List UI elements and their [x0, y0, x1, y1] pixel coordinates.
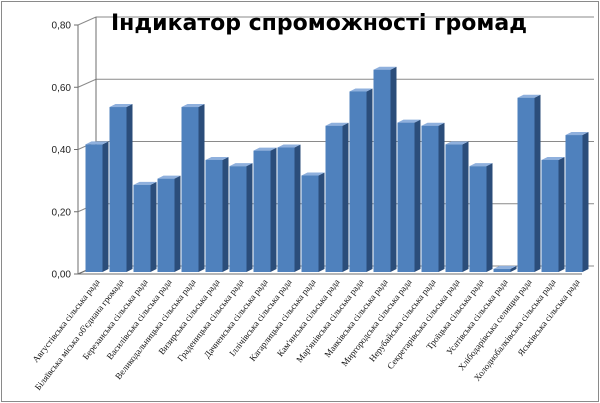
bar-top	[301, 172, 325, 176]
bar	[493, 265, 517, 272]
bar-side	[582, 132, 589, 272]
bar-front	[157, 178, 175, 272]
bar-side	[342, 122, 349, 273]
bar-side	[390, 66, 397, 272]
bar-front	[253, 150, 271, 272]
bar-top	[325, 122, 349, 126]
bar	[253, 147, 277, 272]
y-tick-label: 0,60	[52, 83, 72, 94]
bar-top	[181, 104, 205, 108]
chart-title: Індикатор спроможності громад	[111, 11, 527, 36]
y-tick-label: 0,40	[52, 145, 72, 156]
bar	[445, 141, 469, 272]
bar-front	[301, 175, 319, 272]
bar-top	[493, 265, 517, 269]
bar-top	[157, 175, 181, 179]
bar	[205, 156, 229, 272]
bar-side	[366, 88, 373, 272]
bar-side	[558, 156, 565, 272]
bar-side	[150, 181, 157, 272]
bar	[277, 144, 301, 272]
bar-front	[421, 125, 439, 273]
bar-front	[325, 125, 343, 273]
y-axis-ticks: 0,00 0,20 0,40 0,60 0,80	[52, 21, 78, 281]
bar	[301, 172, 325, 272]
bar	[541, 156, 565, 272]
bar	[109, 104, 133, 272]
bar-side	[102, 141, 109, 272]
bar-top	[373, 66, 397, 70]
bar-top	[85, 141, 109, 145]
bar	[421, 122, 445, 273]
bar-top	[229, 163, 253, 167]
bar-side	[486, 163, 493, 272]
bar-top	[541, 156, 565, 160]
bar-top	[421, 122, 445, 126]
bar-front	[205, 159, 223, 272]
gridline-diagonal	[77, 16, 97, 26]
bar-front	[373, 69, 391, 272]
bar-side	[126, 104, 133, 272]
bar	[157, 175, 181, 272]
bar-top	[349, 88, 373, 92]
bar-front	[565, 135, 583, 272]
bar	[181, 104, 205, 272]
bar-front	[181, 107, 199, 272]
bar-top	[445, 141, 469, 145]
bar-front	[517, 97, 535, 272]
gridline-diagonal	[77, 78, 97, 88]
bar-side	[222, 156, 229, 272]
bar	[373, 66, 397, 272]
y-tick-label: 0,00	[52, 270, 72, 281]
bar	[565, 132, 589, 272]
bar-top	[469, 163, 493, 167]
bar-front	[541, 159, 559, 272]
bar	[85, 141, 109, 272]
bar-front	[229, 166, 247, 272]
bar-side	[198, 104, 205, 272]
bar	[133, 181, 157, 272]
bar	[397, 119, 421, 272]
bar-front	[133, 184, 151, 272]
bar-front	[397, 122, 415, 272]
bar-side	[462, 141, 469, 272]
bar	[325, 122, 349, 273]
bar	[469, 163, 493, 272]
bar-side	[270, 147, 277, 272]
bar-top	[397, 119, 421, 123]
bar-side	[246, 163, 253, 272]
bar-front	[469, 166, 487, 272]
bar-top	[133, 181, 157, 185]
bar-top	[253, 147, 277, 151]
y-tick-label: 0,20	[52, 207, 72, 218]
bar-side	[510, 265, 517, 272]
bars	[85, 66, 589, 273]
y-tick-label: 0,80	[52, 21, 72, 32]
bar	[349, 88, 373, 272]
bar-side	[438, 122, 445, 273]
bar-front	[85, 144, 103, 272]
bar-side	[318, 172, 325, 272]
bar-top	[565, 132, 589, 136]
bar-front	[109, 107, 127, 272]
bar-front	[277, 147, 295, 272]
bar-side	[414, 119, 421, 272]
bar-side	[174, 175, 181, 272]
bar-top	[517, 94, 541, 98]
bar-front	[349, 91, 367, 272]
bar-side	[534, 94, 541, 272]
bar	[229, 163, 253, 272]
bar-top	[109, 104, 133, 108]
bar-top	[277, 144, 301, 148]
bar	[517, 94, 541, 272]
bar-front	[493, 268, 511, 272]
bar-front	[445, 144, 463, 272]
bar-side	[294, 144, 301, 272]
bar-top	[205, 156, 229, 160]
